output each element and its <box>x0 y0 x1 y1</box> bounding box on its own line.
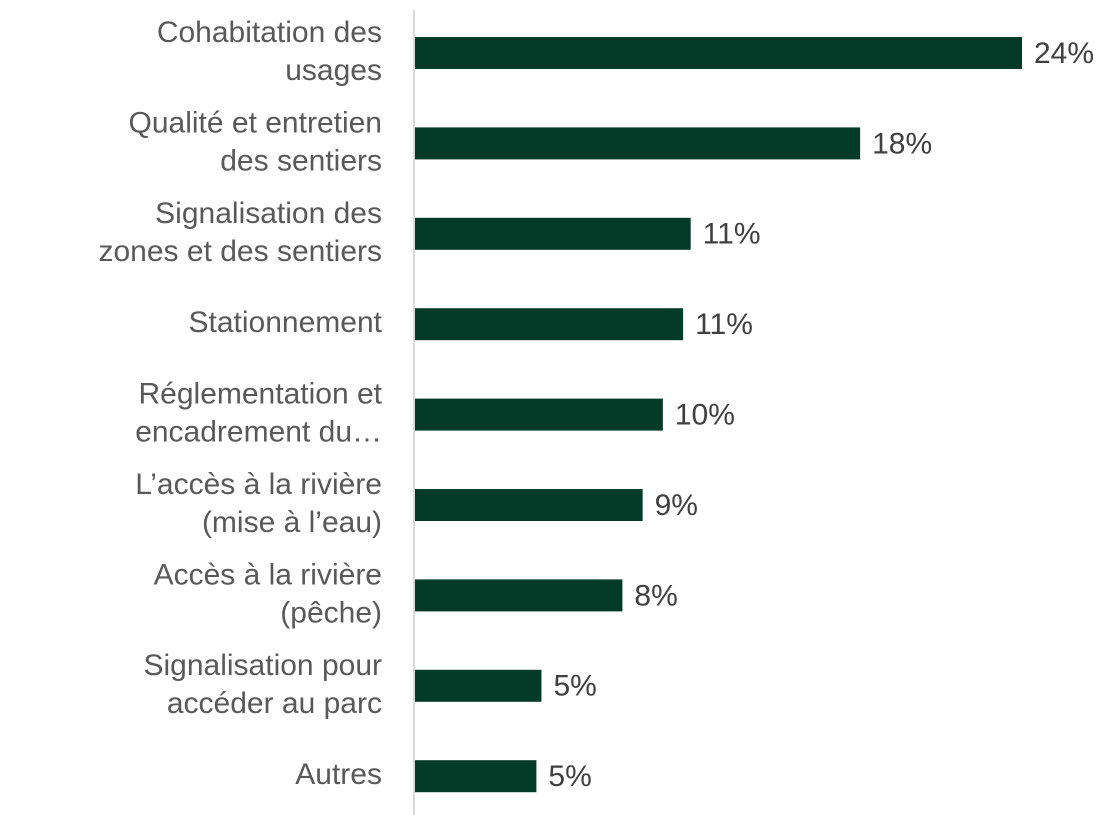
bar <box>415 127 861 160</box>
category-label: Signalisation pour accéder au parc <box>144 649 383 720</box>
value-label: 18% <box>872 127 932 160</box>
category-label: Qualité et entretien des sentiers <box>129 106 383 177</box>
category-label: Autres <box>295 758 382 791</box>
value-label: 9% <box>655 489 698 522</box>
category-label: Accès à la rivière (pêche) <box>154 558 382 629</box>
category-label: Stationnement <box>189 306 383 339</box>
category-label: Cohabitation des usages <box>157 16 382 87</box>
value-label: 8% <box>634 579 677 612</box>
bar <box>415 760 537 793</box>
bar <box>415 489 643 521</box>
category-label: Signalisation des zones et des sentiers <box>99 197 383 268</box>
bar <box>415 398 663 431</box>
bar <box>415 37 1022 69</box>
bar <box>415 669 542 702</box>
value-label: 10% <box>675 399 735 432</box>
value-label: 11% <box>695 308 753 341</box>
value-label: 24% <box>1034 37 1094 70</box>
bar <box>415 308 684 341</box>
bar <box>415 217 691 250</box>
value-label: 11% <box>703 218 761 251</box>
value-label: 5% <box>548 760 591 793</box>
category-label: Réglementation et encadrement du… <box>135 378 382 449</box>
value-label: 5% <box>553 670 596 703</box>
category-label: L’accès à la rivière (mise à l’eau) <box>135 468 382 539</box>
bar <box>415 579 623 612</box>
